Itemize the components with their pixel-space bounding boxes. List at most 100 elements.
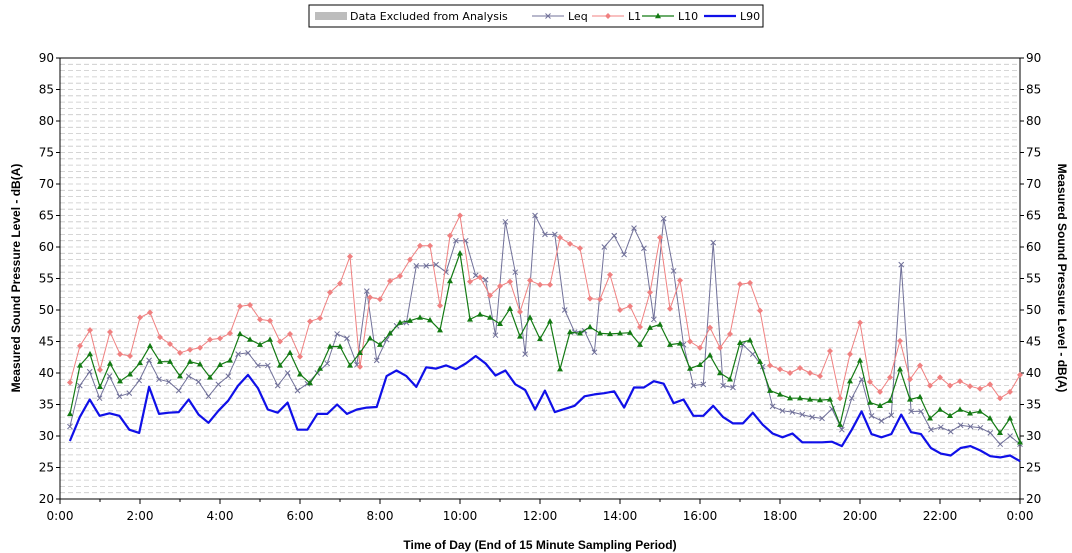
data-point-leq xyxy=(730,384,736,391)
data-point-l1 xyxy=(187,346,193,353)
grid xyxy=(60,63,1020,494)
data-point-l1 xyxy=(347,253,353,260)
data-point-l1 xyxy=(477,274,483,281)
data-point-l10 xyxy=(337,343,343,349)
data-point-l1 xyxy=(507,278,513,285)
data-point-l1 xyxy=(547,281,553,288)
legend: Data Excluded from Analysis Leq L1 L10 L… xyxy=(308,4,764,28)
data-point-leq xyxy=(690,382,697,389)
data-point-leq xyxy=(848,395,855,402)
data-point-l10 xyxy=(317,365,323,371)
data-point-leq xyxy=(1007,433,1013,439)
data-point-l1 xyxy=(497,283,503,290)
data-point-l1 xyxy=(527,277,533,284)
data-point-l1 xyxy=(677,277,683,284)
data-point-leq xyxy=(363,288,370,294)
legend-marker-leq xyxy=(532,13,564,19)
data-point-l10 xyxy=(107,360,113,366)
data-point-l10 xyxy=(77,362,83,368)
x-tick-label: 12:00 xyxy=(523,509,558,523)
data-point-l10 xyxy=(167,358,173,364)
data-point-l10 xyxy=(177,372,183,379)
data-point-l1 xyxy=(427,242,433,249)
data-point-l10 xyxy=(507,305,513,311)
data-point-l1 xyxy=(357,363,363,370)
data-point-l10 xyxy=(827,396,833,402)
x-tick-label: 4:00 xyxy=(207,509,234,523)
data-point-l10 xyxy=(217,361,223,368)
data-point-l1 xyxy=(757,307,763,314)
data-point-l1 xyxy=(607,271,613,278)
data-point-l10 xyxy=(257,341,263,347)
series-line-l1 xyxy=(69,215,1021,399)
data-point-l1 xyxy=(957,378,963,385)
data-point-leq xyxy=(898,261,905,268)
data-point-l10 xyxy=(587,323,593,330)
data-point-l10 xyxy=(307,379,313,386)
data-point-l10 xyxy=(777,391,783,397)
data-point-l10 xyxy=(567,328,573,335)
data-point-l10 xyxy=(527,314,533,320)
data-point-l10 xyxy=(207,374,213,380)
data-point-l1 xyxy=(807,370,813,376)
data-point-l10 xyxy=(997,429,1003,436)
data-point-leq xyxy=(245,349,251,356)
data-point-leq xyxy=(274,382,281,389)
data-point-leq xyxy=(819,415,825,422)
legend-point-l10 xyxy=(655,12,661,19)
data-point-leq xyxy=(205,393,212,400)
data-point-leq xyxy=(977,424,984,431)
data-point-leq xyxy=(324,360,331,367)
data-point-l10 xyxy=(517,333,523,339)
data-point-l10 xyxy=(247,336,253,342)
data-point-l1 xyxy=(337,280,343,287)
data-point-leq xyxy=(334,331,340,337)
data-point-l1 xyxy=(467,278,473,285)
x-tick-label: 14:00 xyxy=(603,509,638,523)
data-point-l1 xyxy=(1007,388,1013,395)
data-point-l1 xyxy=(897,337,903,344)
data-point-l10 xyxy=(347,362,353,368)
data-point-leq xyxy=(106,373,113,380)
x-tick-label: 16:00 xyxy=(683,509,718,523)
x-tick-label: 8:00 xyxy=(367,509,394,523)
data-point-l1 xyxy=(87,327,93,334)
data-point-l10 xyxy=(267,336,273,342)
data-point-l1 xyxy=(907,376,913,383)
data-point-leq xyxy=(591,349,598,356)
data-point-leq xyxy=(809,414,816,420)
data-point-l10 xyxy=(727,376,733,382)
data-point-leq xyxy=(413,263,420,269)
data-point-l10 xyxy=(647,324,653,330)
y-tick-label: 40 xyxy=(39,366,54,380)
y-tick-label: 85 xyxy=(39,83,54,97)
y-tick-label: 60 xyxy=(1026,240,1041,254)
data-point-l1 xyxy=(197,344,203,351)
y-tick-label: 25 xyxy=(1026,461,1041,475)
data-point-leq xyxy=(116,393,123,400)
data-point-leq xyxy=(561,307,568,313)
data-point-l10 xyxy=(817,396,823,403)
data-point-leq xyxy=(957,422,964,429)
data-point-l10 xyxy=(947,412,953,419)
data-point-l10 xyxy=(967,410,973,416)
data-point-leq xyxy=(255,362,261,369)
data-point-l1 xyxy=(387,278,393,285)
y-tick-label: 20 xyxy=(1026,492,1041,506)
data-point-l10 xyxy=(467,316,473,322)
data-point-l10 xyxy=(87,350,93,357)
y-axis-left: 20 25 30 35 40 45 50 55 60 65 70 75 80 85 90 xyxy=(39,51,60,506)
data-point-l10 xyxy=(477,311,483,317)
y-tick-label: 35 xyxy=(1026,398,1041,412)
data-point-leq xyxy=(136,377,143,384)
data-point-leq xyxy=(453,237,459,244)
data-point-l1 xyxy=(927,382,933,389)
data-point-l10 xyxy=(327,343,333,349)
data-point-l1 xyxy=(667,305,673,312)
series-group xyxy=(67,212,1023,463)
data-point-leq xyxy=(235,351,241,357)
data-point-leq xyxy=(700,381,707,388)
data-point-l1 xyxy=(657,234,663,241)
data-point-l1 xyxy=(117,351,123,358)
